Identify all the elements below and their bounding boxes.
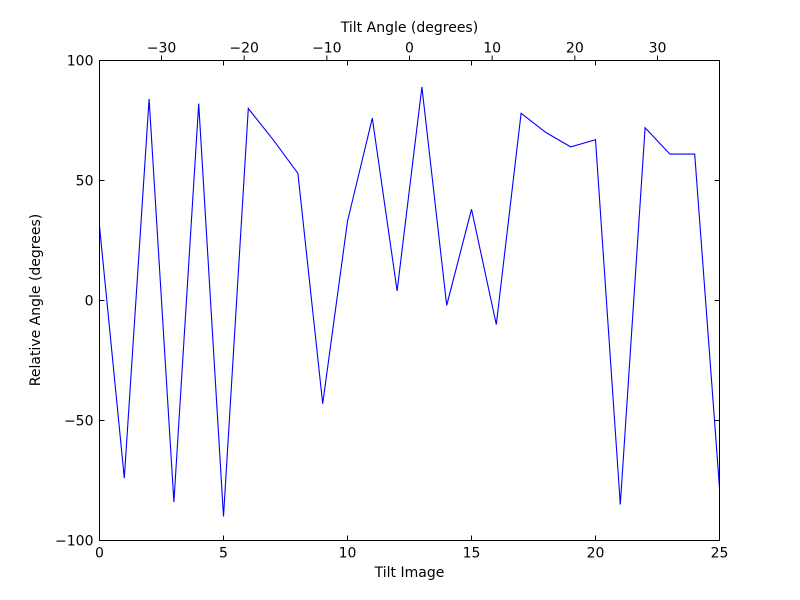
data-point bbox=[296, 172, 299, 175]
data-point bbox=[644, 126, 647, 129]
x2-tick-label: 0 bbox=[405, 41, 414, 57]
y-tick-label: 0 bbox=[85, 294, 94, 310]
data-point bbox=[594, 138, 597, 141]
x2-tick-label: 10 bbox=[483, 41, 501, 57]
data-point bbox=[148, 97, 151, 100]
x-tick-label: 20 bbox=[587, 546, 605, 562]
data-point bbox=[222, 515, 225, 518]
data-point bbox=[247, 107, 250, 110]
data-point bbox=[321, 402, 324, 405]
x2-tick-label: −30 bbox=[147, 41, 177, 57]
data-point bbox=[495, 323, 498, 326]
y-tick-label: 100 bbox=[67, 54, 94, 70]
x-tick-label: 15 bbox=[463, 546, 481, 562]
data-point bbox=[420, 85, 423, 88]
data-point bbox=[569, 145, 572, 148]
series-line-0 bbox=[98, 86, 721, 517]
data-point bbox=[197, 102, 200, 105]
x2-tick-label: −10 bbox=[312, 41, 342, 57]
plot-background bbox=[99, 60, 720, 541]
y-tick-label: −50 bbox=[64, 414, 94, 430]
x-tick-label: 5 bbox=[219, 546, 228, 562]
data-point bbox=[272, 138, 275, 141]
y-tick-label: −100 bbox=[55, 534, 93, 550]
x-tick-label: 25 bbox=[711, 546, 729, 562]
y-axis-title: Relative Angle (degrees) bbox=[28, 214, 44, 386]
data-point bbox=[346, 220, 349, 223]
x2-tick-label: 30 bbox=[649, 41, 667, 57]
x2-tick-label: 20 bbox=[566, 41, 584, 57]
x-tick-label: 0 bbox=[95, 546, 104, 562]
chart-marks bbox=[98, 85, 721, 518]
data-point bbox=[619, 503, 622, 506]
x2-axis-title: Tilt Angle (degrees) bbox=[340, 20, 478, 36]
data-point bbox=[544, 131, 547, 134]
x-axis-title: Tilt Image bbox=[374, 565, 445, 581]
data-point bbox=[520, 112, 523, 115]
data-point bbox=[396, 289, 399, 292]
x-tick-label: 10 bbox=[339, 546, 357, 562]
data-point bbox=[668, 153, 671, 156]
data-point bbox=[172, 501, 175, 504]
data-point bbox=[470, 208, 473, 211]
data-point bbox=[371, 117, 374, 120]
y-tick-label: 50 bbox=[76, 174, 94, 190]
data-point bbox=[693, 153, 696, 156]
data-point bbox=[123, 477, 126, 480]
x2-tick-label: −20 bbox=[229, 41, 259, 57]
data-point bbox=[445, 304, 448, 307]
